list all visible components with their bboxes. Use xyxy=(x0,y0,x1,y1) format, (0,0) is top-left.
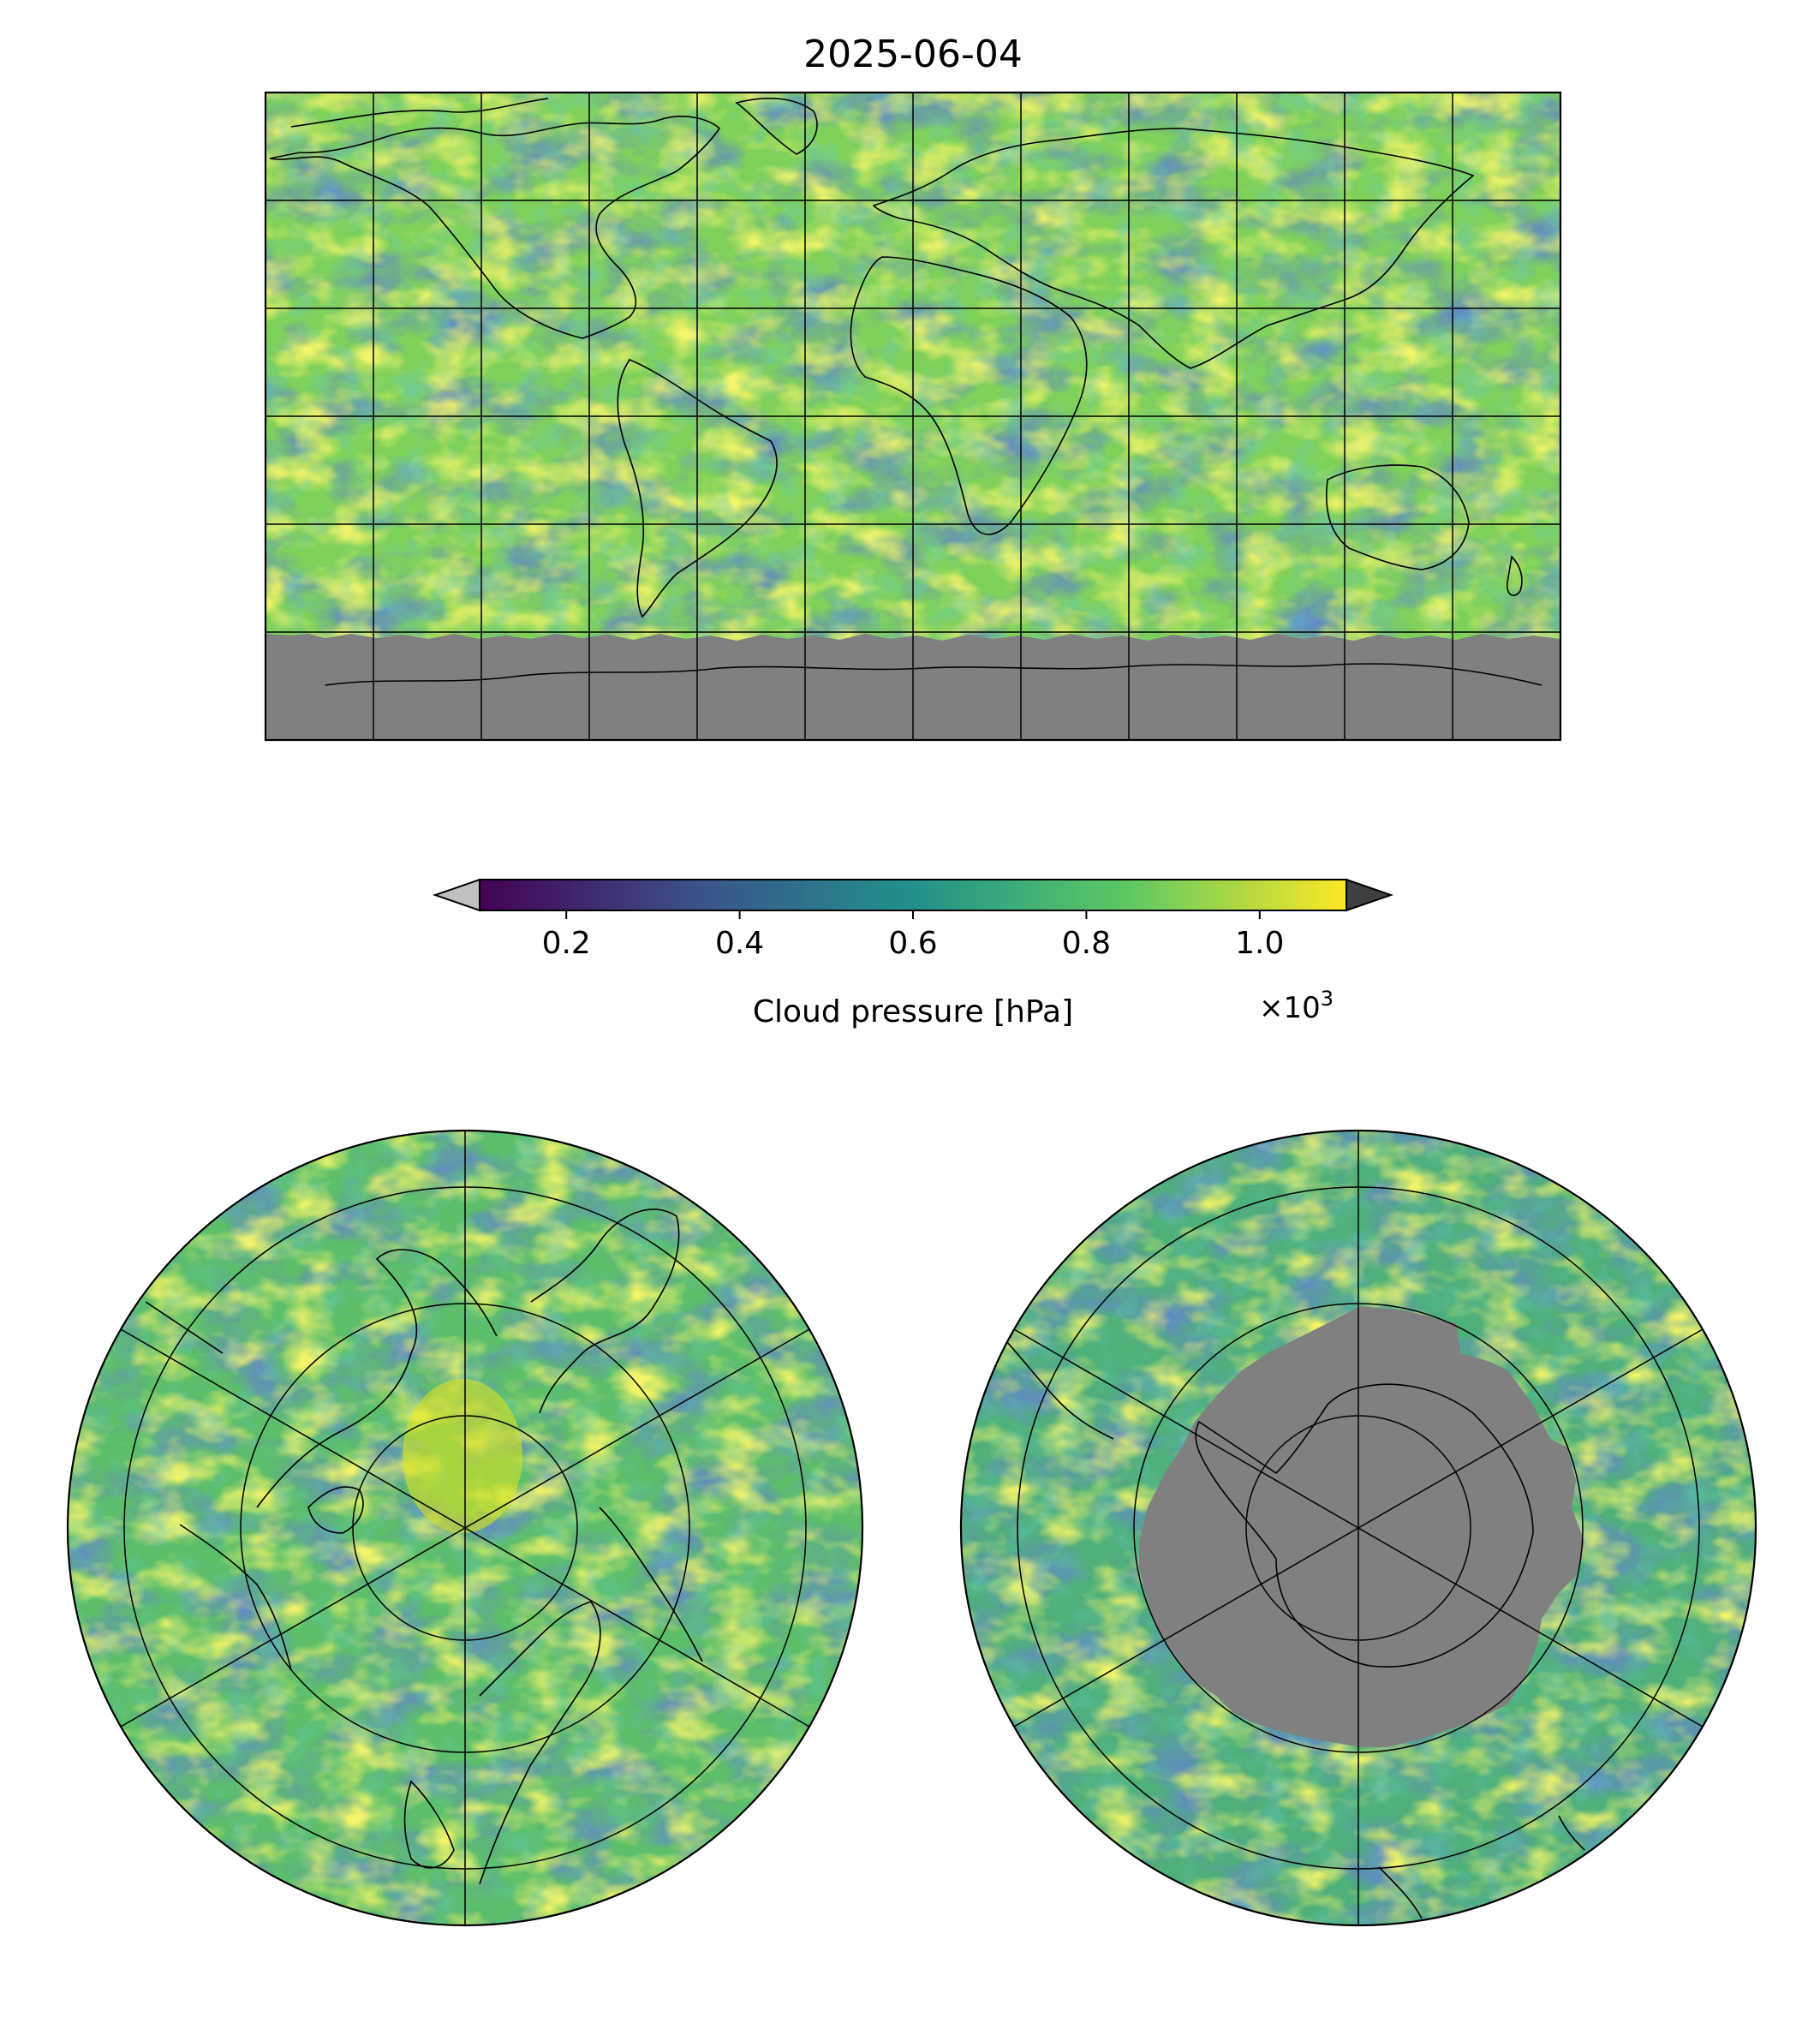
colorbar-tick-label: 0.2 xyxy=(542,926,591,961)
colorbar-tick-label: 0.6 xyxy=(888,926,937,961)
colorbar-tick-label: 0.8 xyxy=(1062,926,1111,961)
colorbar-multiplier: ×103 xyxy=(1259,987,1334,1025)
north-gridlines xyxy=(120,1131,810,1925)
figure-title: 2025-06-04 xyxy=(803,33,1023,76)
colorbar-tick-label: 1.0 xyxy=(1235,926,1284,961)
colorbar-tick-label: 0.4 xyxy=(715,926,764,961)
global-map-frame xyxy=(264,91,1562,742)
south-polar-map xyxy=(959,1129,1757,1927)
north-polar-map xyxy=(66,1129,864,1927)
global-gridlines xyxy=(266,92,1560,740)
south-map-frame xyxy=(959,1129,1757,1927)
south-gridlines xyxy=(1013,1131,1704,1925)
north-coastlines xyxy=(145,1208,703,1885)
colorbar-gradient xyxy=(479,879,1347,911)
colorbar: 0.2 0.4 0.6 0.8 1.0 Cloud pressure [hPa] ×10… xyxy=(432,878,1394,1029)
global-map xyxy=(264,91,1562,742)
north-map-frame xyxy=(66,1129,864,1927)
south-coastlines xyxy=(993,1327,1585,1919)
colorbar-over-triangle xyxy=(1346,878,1394,912)
north-pole-high-pressure-patch xyxy=(403,1379,522,1533)
colorbar-under-triangle xyxy=(432,878,480,912)
global-coastlines xyxy=(269,98,1543,686)
colorbar-label: Cloud pressure [hPa] xyxy=(753,994,1073,1029)
colorbar-ticks: 0.2 0.4 0.6 0.8 1.0 xyxy=(542,910,1284,961)
